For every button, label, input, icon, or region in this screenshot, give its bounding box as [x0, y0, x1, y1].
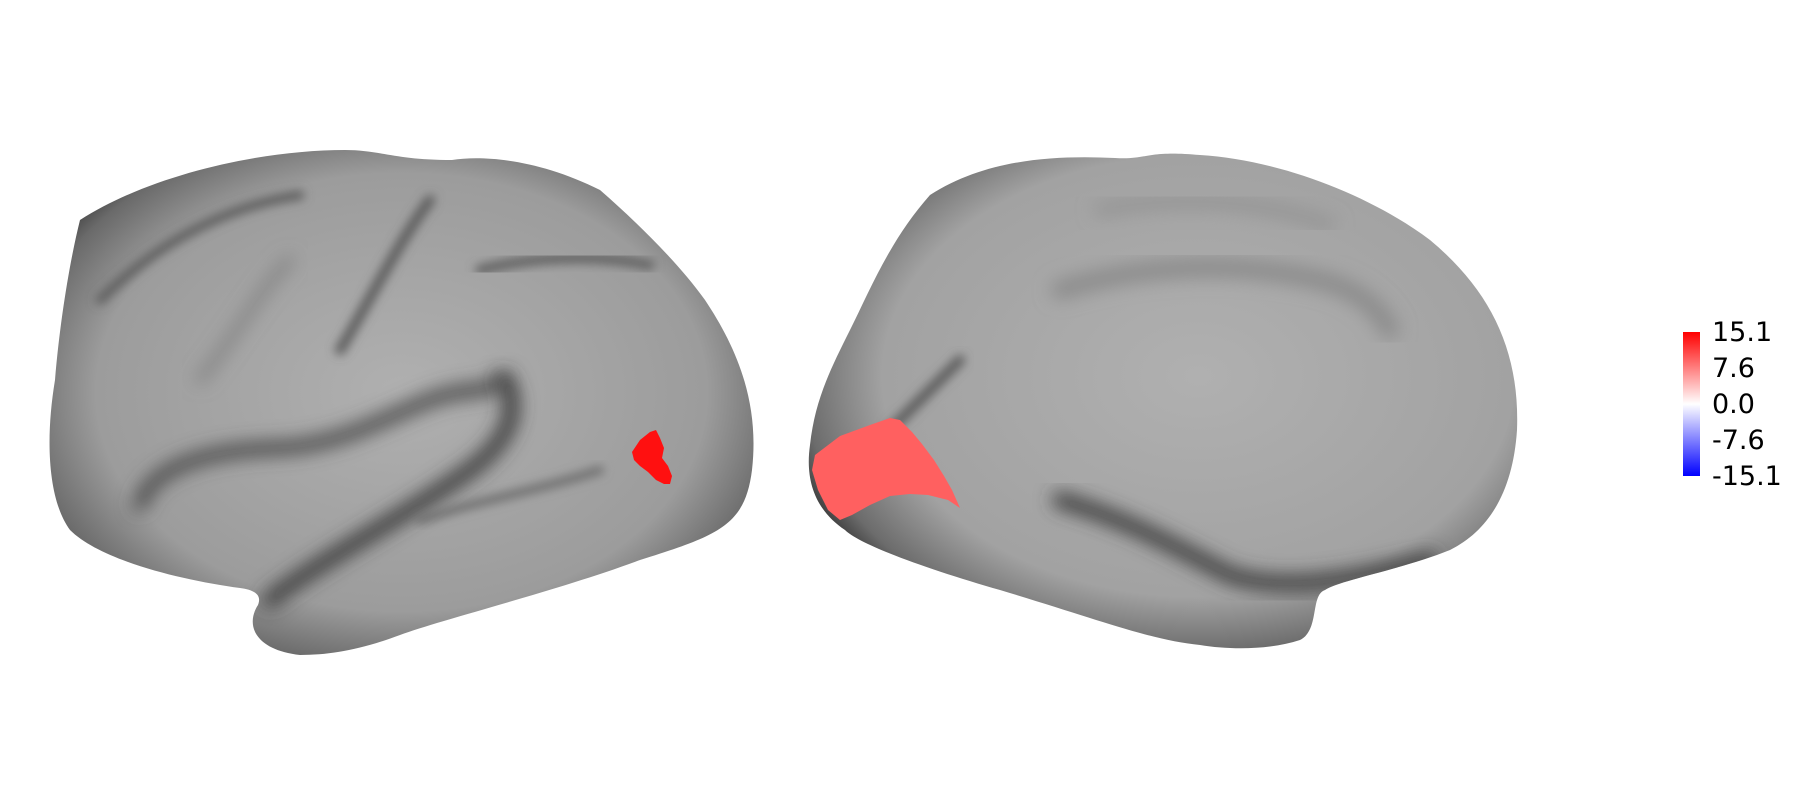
lateral-sulci: [95, 190, 655, 608]
colorbar-gradient: [1683, 332, 1700, 476]
lateral-hemisphere-surface: [49, 150, 754, 655]
colorbar-tick-min: -15.1: [1712, 461, 1782, 492]
colorbar: [1683, 332, 1700, 476]
colorbar-tick-zero: 0.0: [1712, 389, 1755, 420]
medial-activation-region: [812, 418, 960, 520]
colorbar-tick-mid-high: 7.6: [1712, 353, 1755, 384]
colorbar-tick-max: 15.1: [1712, 317, 1773, 348]
lateral-brain-view: [49, 150, 754, 655]
colorbar-tick-mid-low: -7.6: [1712, 425, 1765, 456]
medial-sulci: [885, 195, 1438, 592]
medial-brain-view: [808, 153, 1518, 649]
lateral-activation-region: [632, 430, 672, 484]
